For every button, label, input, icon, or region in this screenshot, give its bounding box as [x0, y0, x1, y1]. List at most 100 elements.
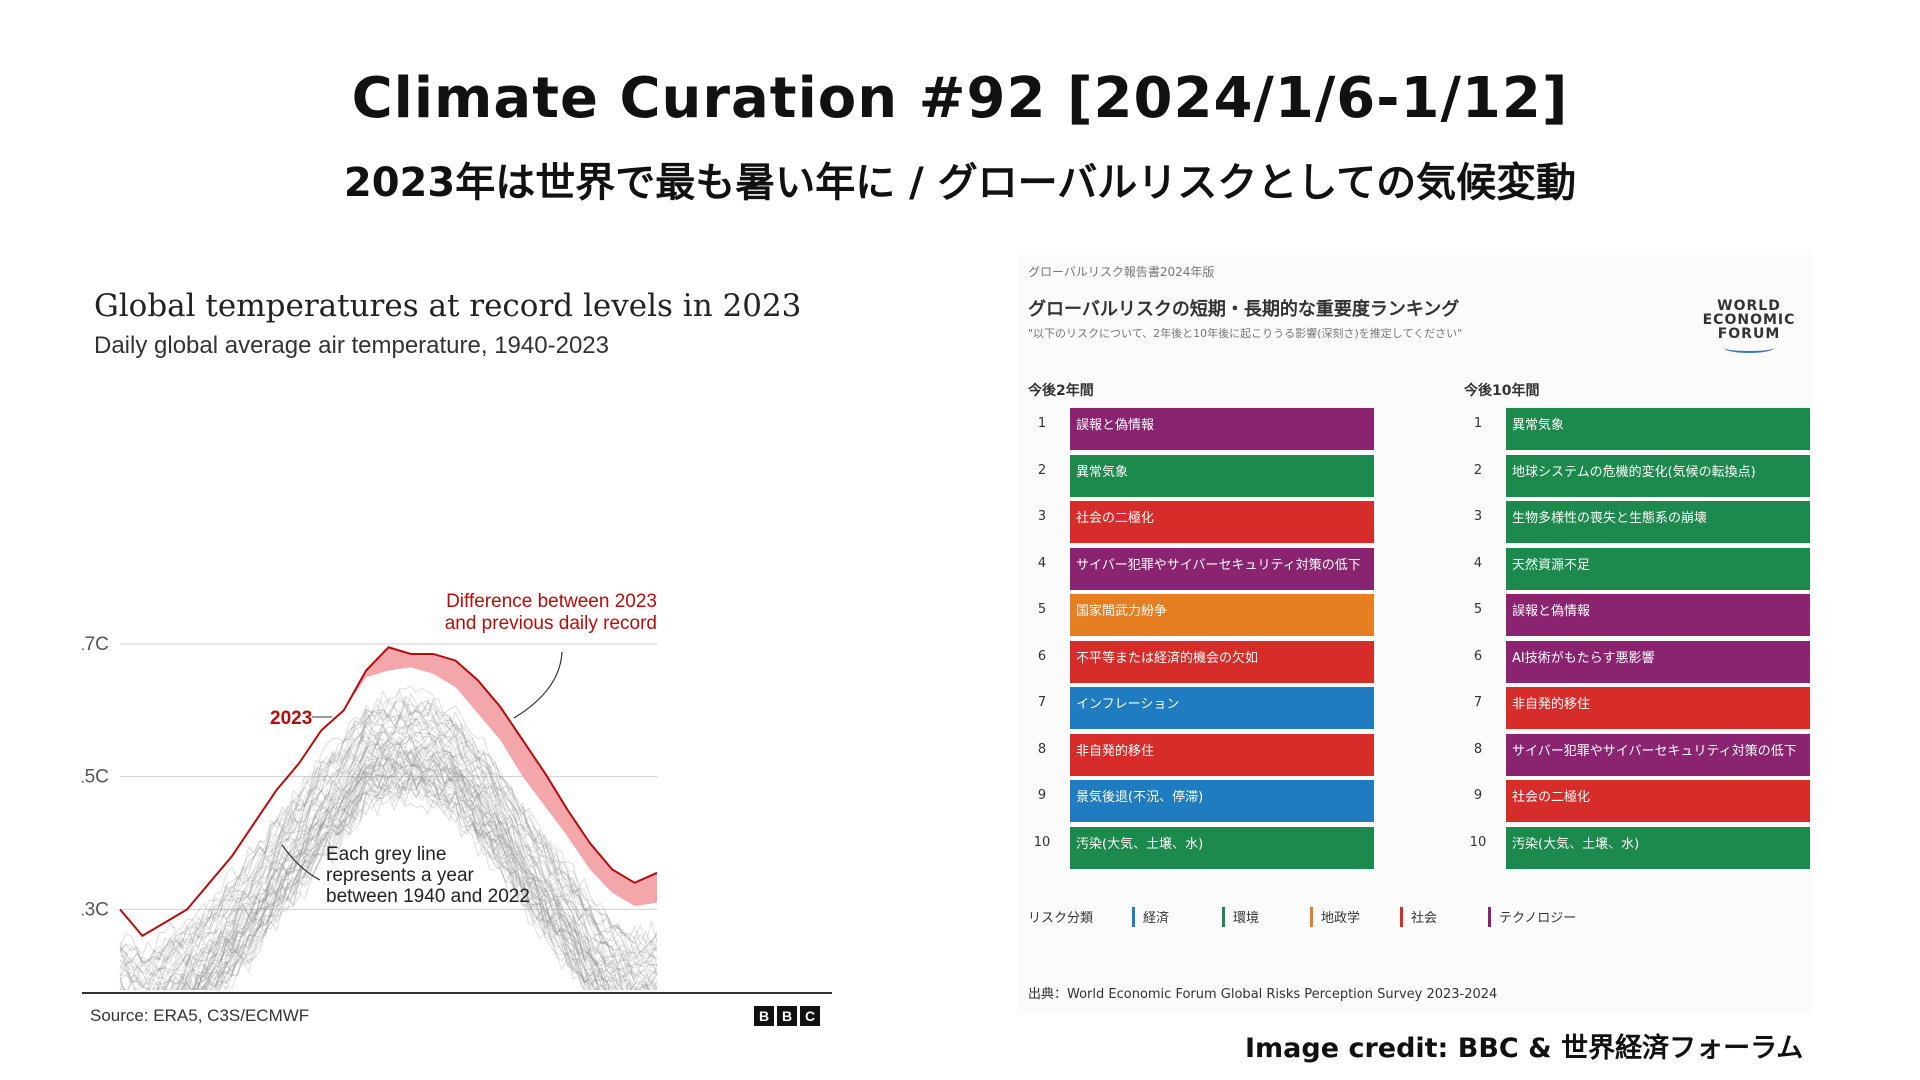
- column-heading: 今後2年間: [1028, 383, 1094, 399]
- ranking-row: 8 非自発的移住: [1028, 732, 1398, 779]
- historical-year-line: [196, 762, 601, 990]
- ranking-row: 5 誤報と偽情報: [1464, 592, 1834, 639]
- historical-year-line: [218, 784, 599, 990]
- historical-year-line: [214, 778, 592, 990]
- historical-year-line: [217, 771, 602, 990]
- risk-bar: 非自発的移住: [1506, 687, 1810, 729]
- page-title: Climate Curation #92 [2024/1/6-1/12]: [351, 66, 1569, 131]
- legend-item-geopolitical: 地政学: [1310, 907, 1360, 927]
- risk-bar: 社会の二極化: [1506, 780, 1810, 822]
- historical-year-line: [119, 710, 658, 985]
- risk-category-legend: リスク分類 経済 環境 地政学 社会 テクノロジー: [1028, 905, 1808, 929]
- risk-bar: 誤報と偽情報: [1506, 594, 1810, 636]
- historical-year-line: [119, 736, 658, 990]
- ranking-title: グローバルリスクの短期・長期的な重要度ランキング: [1028, 299, 1460, 320]
- historical-year-line: [170, 747, 658, 990]
- rank-number: 8: [1037, 741, 1047, 757]
- ranking-row: 2 異常気象: [1028, 453, 1398, 500]
- annotation-difference-label: and previous daily record: [445, 613, 657, 634]
- historical-year-line: [224, 794, 586, 990]
- historical-year-line: [157, 741, 658, 990]
- risk-bar: 汚染(大気、土壌、水): [1506, 826, 1810, 869]
- rank-number: 7: [1473, 695, 1483, 710]
- historical-year-line: [119, 722, 658, 990]
- legend-item-environmental: 環境: [1222, 907, 1259, 927]
- ranking-column-2-years: 今後2年間 1 誤報と偽情報 2 異常気象 3 社会の二極化 4 サイバー犯罪やサイバーセキュ…: [1028, 380, 1398, 871]
- historical-year-line: [163, 745, 649, 990]
- historical-year-line: [191, 749, 658, 990]
- historical-year-line: [119, 716, 658, 986]
- rank-number: 4: [1037, 555, 1047, 571]
- chart-source: Source: ERA5, C3S/ECMWF: [90, 1006, 310, 1025]
- risk-bar: 汚染(大気、土壌、水): [1070, 826, 1374, 869]
- historical-year-line: [119, 685, 658, 964]
- historical-year-line: [198, 769, 594, 990]
- risk-bar: AI技術がもたらす悪影響: [1506, 640, 1810, 683]
- risk-bar: 非自発的移住: [1070, 733, 1374, 776]
- ranking-row: 10 汚染(大気、土壌、水): [1464, 825, 1834, 872]
- historical-year-line: [119, 696, 658, 964]
- historical-year-line: [119, 741, 658, 990]
- rank-number: 9: [1037, 788, 1047, 803]
- ranking-row: 5 国家間武力紛争: [1028, 592, 1398, 639]
- page-subtitle: 2023年は世界で最も暑い年に / グローバルリスクとしての気候変動: [343, 160, 1577, 206]
- historical-year-line: [119, 746, 633, 990]
- rank-number: 6: [1473, 648, 1483, 664]
- annotation-arrow: [281, 844, 321, 881]
- historical-year-line: [200, 769, 599, 990]
- risk-bar: サイバー犯罪やサイバーセキュリティ対策の低下: [1070, 547, 1374, 590]
- annotation-2023-label: 2023: [270, 708, 312, 729]
- historical-year-line: [119, 695, 658, 968]
- ranking-row: 8 サイバー犯罪やサイバーセキュリティ対策の低下: [1464, 732, 1834, 779]
- risk-bar: 景気後退(不況、停滞): [1070, 780, 1374, 822]
- annotation-grey-label: Each grey line: [326, 844, 446, 865]
- risk-bar: 社会の二極化: [1070, 501, 1374, 543]
- bbc-chart-panel: 17C15C13C11CJFMAMJJASOND2023Difference b…: [82, 280, 842, 1040]
- bbc-logo: B B C: [754, 1006, 820, 1026]
- historical-year-line: [186, 758, 658, 990]
- historical-year-line: [119, 745, 658, 990]
- rank-number: 2: [1037, 462, 1047, 478]
- historical-year-line: [161, 740, 658, 990]
- risk-bar: 異常気象: [1506, 408, 1810, 450]
- historical-year-line: [119, 724, 658, 990]
- bbc-logo-letter: B: [777, 1006, 797, 1026]
- y-tick-label: 13C: [82, 899, 109, 920]
- chart-subtitle: Daily global average air temperature, 19…: [94, 332, 609, 359]
- ranking-row: 3 生物多様性の喪失と生態系の崩壊: [1464, 499, 1834, 546]
- ranking-column-10-years: 今後10年間 1 異常気象 2 地球システムの危機的変化(気候の転換点) 3 生物多様性の…: [1464, 380, 1834, 871]
- historical-year-line: [217, 781, 584, 990]
- ranking-note: "以下のリスクについて、2年後と10年後に起こりうる影響(深刻さ)を推定してくだ…: [1028, 327, 1463, 340]
- ranking-row: 6 不平等または経済的機会の欠如: [1028, 639, 1398, 686]
- y-tick-label: 17C: [82, 634, 109, 655]
- risk-bar: 生物多様性の喪失と生態系の崩壊: [1506, 501, 1810, 543]
- annotation-arrow: [513, 651, 563, 719]
- risk-bar: 異常気象: [1070, 454, 1374, 497]
- historical-year-line: [215, 775, 588, 990]
- rank-number: 1: [1473, 416, 1483, 431]
- historical-year-line: [192, 760, 605, 990]
- rank-number: 10: [1469, 834, 1487, 850]
- historical-year-line: [119, 699, 658, 973]
- legend-title: リスク分類: [1028, 911, 1094, 926]
- wef-logo-line: FORUM: [1717, 326, 1781, 342]
- wef-ranking-panel: グローバルリスク報告書2024年版 グローバルリスクの短期・長期的な重要度ランキ…: [1018, 255, 1813, 1015]
- historical-year-line: [180, 764, 614, 990]
- historical-year-line: [122, 742, 658, 990]
- legend-item-societal: 社会: [1400, 907, 1437, 927]
- legend-item-technological: テクノロジー: [1488, 907, 1576, 927]
- historical-year-line: [119, 713, 658, 976]
- risk-bar: 国家間武力紛争: [1070, 594, 1374, 636]
- historical-year-line: [201, 759, 646, 990]
- historical-year-line: [184, 751, 617, 990]
- rank-number: 3: [1037, 509, 1047, 524]
- ranking-row: 10 汚染(大気、土壌、水): [1028, 825, 1398, 872]
- rank-number: 2: [1473, 462, 1483, 478]
- series-2023-line: [119, 646, 658, 938]
- risk-bar: 不平等または経済的機会の欠如: [1070, 640, 1374, 683]
- historical-year-line: [119, 704, 658, 974]
- historical-year-line: [184, 755, 623, 990]
- rank-number: 6: [1037, 648, 1047, 664]
- ranking-row: 7 非自発的移住: [1464, 685, 1834, 732]
- risk-bar: 誤報と偽情報: [1070, 408, 1374, 450]
